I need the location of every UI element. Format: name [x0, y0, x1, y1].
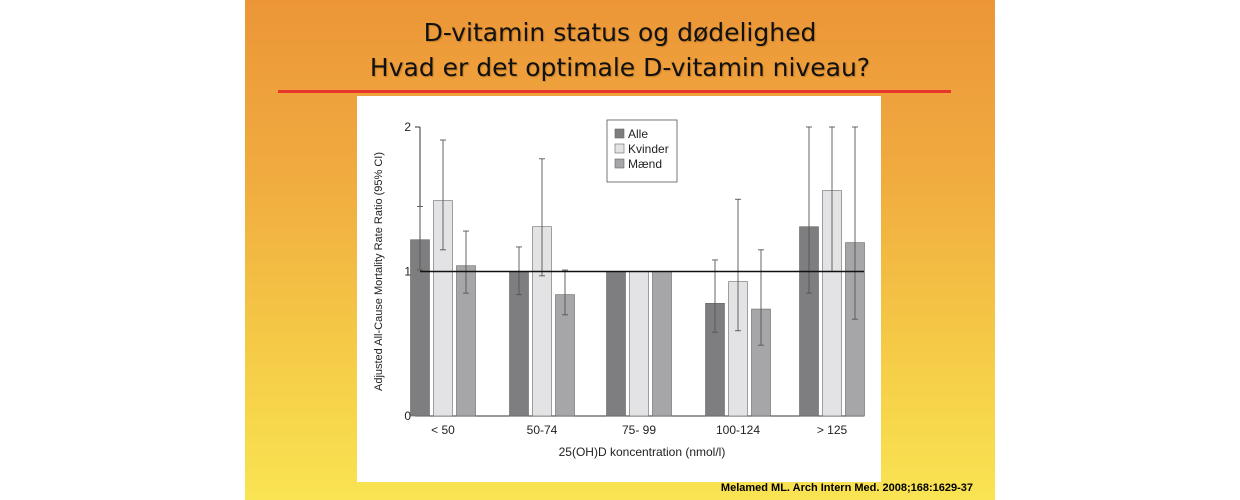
y-tick-label: 2 — [404, 120, 411, 134]
x-tick-label: 75- 99 — [622, 423, 656, 437]
slide-title-line1: D-vitamin status og dødelighed — [423, 18, 817, 47]
y-tick-label: 0 — [404, 409, 411, 423]
x-tick-label: 50-74 — [527, 423, 558, 437]
legend-label-mænd: Mænd — [628, 157, 662, 171]
legend-swatch-alle — [614, 128, 625, 139]
slide: D-vitamin status og dødelighed Hvad er d… — [245, 0, 995, 500]
y-tick-label: 1 — [404, 265, 411, 279]
legend-label-kvinder: Kvinder — [628, 142, 669, 156]
x-tick-label: < 50 — [431, 423, 455, 437]
x-axis-label: 25(OH)D koncentration (nmol/l) — [559, 445, 726, 459]
legend-swatch-kvinder — [614, 143, 625, 154]
bar-kvinder-2 — [629, 271, 649, 417]
bar-alle-2 — [606, 271, 626, 417]
legend-label-alle: Alle — [628, 127, 648, 141]
x-tick-label: 100-124 — [716, 423, 760, 437]
slide-title-line2: Hvad er det optimale D-vitamin niveau? — [369, 53, 871, 82]
citation: Melamed ML. Arch Intern Med. 2008;168:16… — [720, 482, 973, 494]
chart-panel: 0 1 2 Adjusted All-Cause Mortality Rate Rat… — [357, 96, 881, 482]
bar-mænd-2 — [652, 271, 672, 417]
mortality-bar-chart: 0 1 2 Adjusted All-Cause Mortality Rate Rat… — [373, 119, 865, 459]
title-divider — [278, 90, 951, 93]
y-axis-label: Adjusted All-Cause Mortality Rate Ratio … — [373, 152, 385, 391]
x-tick-label: > 125 — [817, 423, 848, 437]
legend-swatch-mænd — [614, 158, 625, 169]
